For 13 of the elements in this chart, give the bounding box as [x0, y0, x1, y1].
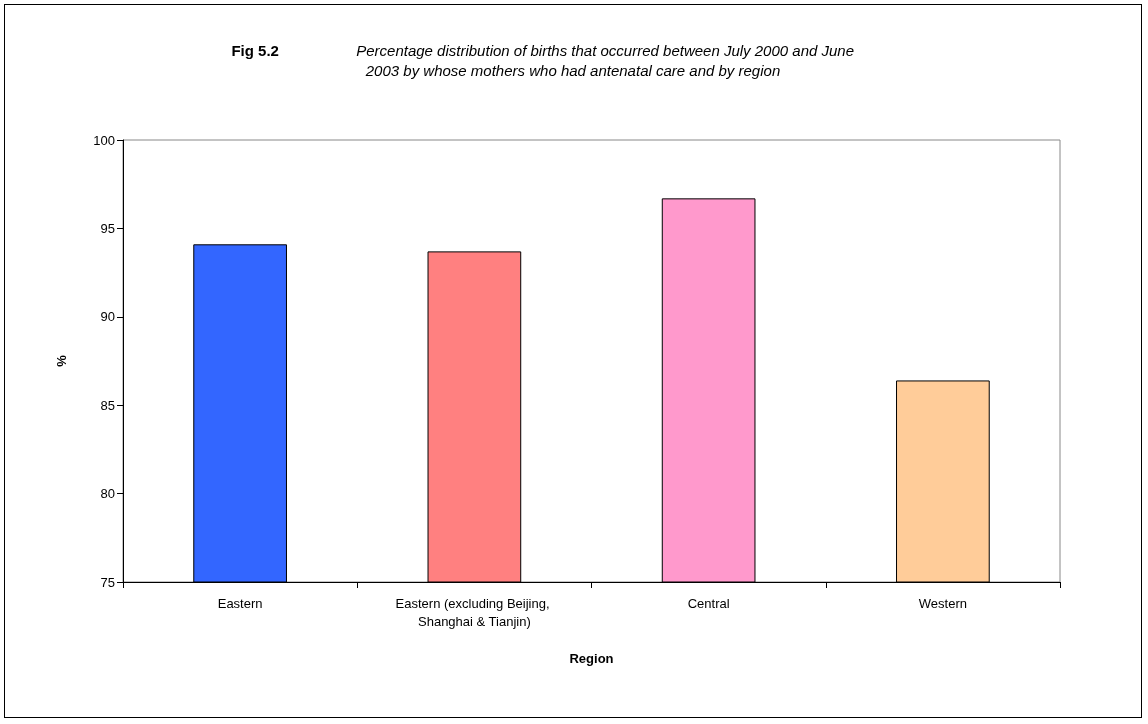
x-axis-title: Region — [569, 651, 614, 666]
y-tick-label: 75 — [100, 574, 115, 590]
y-tick-label: 85 — [100, 397, 115, 413]
x-tick-label: Western — [918, 595, 967, 611]
x-tick-label: Eastern — [217, 595, 263, 611]
y-tick-label: 95 — [100, 220, 115, 236]
x-tick-label: Central — [687, 595, 730, 611]
y-tick-label: 90 — [100, 309, 115, 325]
y-tick-label: 100 — [93, 132, 115, 148]
x-tick-label: Eastern (excluding Beijing, Shanghai & Tianjin) — [395, 595, 554, 629]
chart-title: Fig 5.2 Percentage distribution of births that occurred between July 2000 and June 2003 by whose mothers who had antenatal care and by region — [231, 41, 855, 79]
y-tick-label: 80 — [100, 486, 115, 502]
y-axis-title: % — [54, 354, 69, 367]
